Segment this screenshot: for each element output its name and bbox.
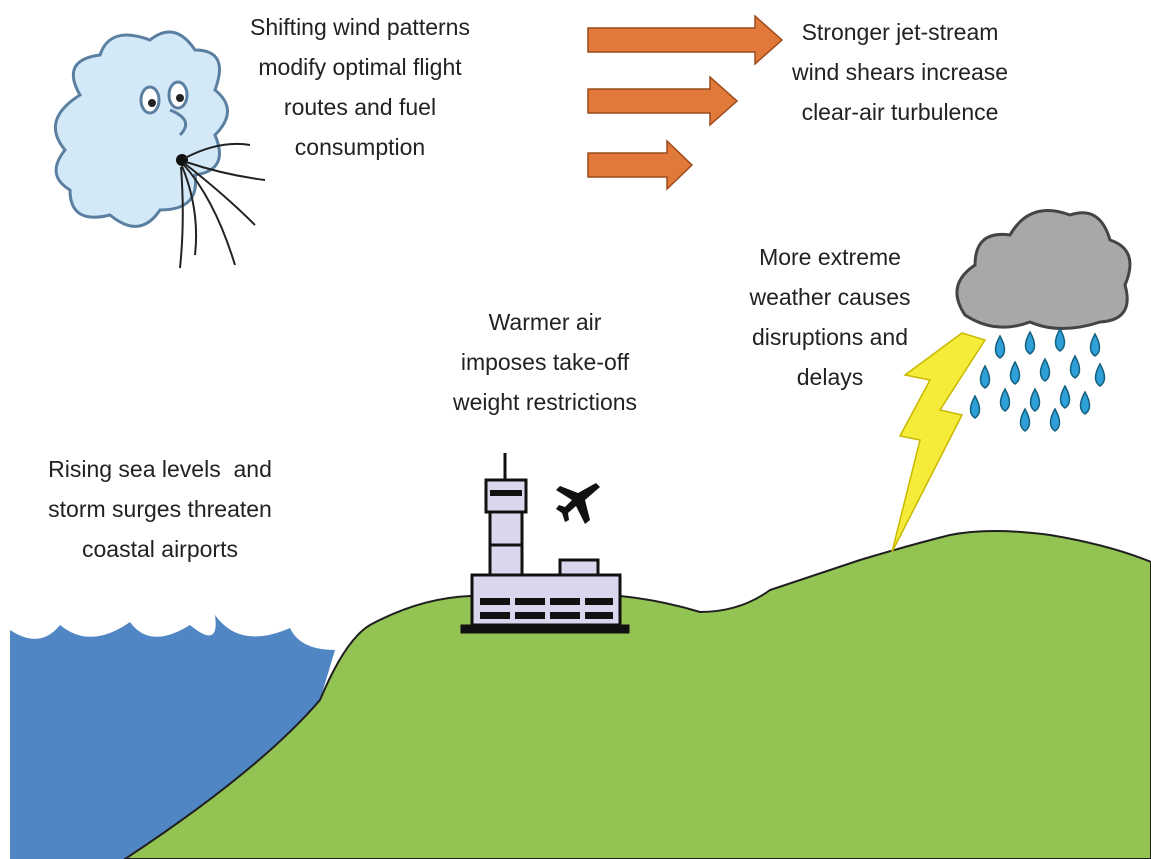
caption-line: Warmer air — [489, 309, 602, 335]
raindrop — [1031, 389, 1040, 411]
airport — [462, 453, 628, 632]
caption-line: weight restrictions — [452, 389, 637, 415]
raindrop — [971, 396, 980, 418]
caption-line: coastal airports — [82, 536, 238, 562]
raindrop — [981, 366, 990, 388]
caption-line: weather causes — [748, 284, 910, 310]
raindrop — [1001, 389, 1010, 411]
caption-line: modify optimal flight — [258, 54, 462, 80]
raindrop — [1091, 334, 1100, 356]
raindrop — [1051, 409, 1060, 431]
caption-line: routes and fuel — [284, 94, 436, 120]
raindrop — [1081, 392, 1090, 414]
raindrop — [1096, 364, 1105, 386]
wind-cloud — [55, 32, 265, 268]
raindrop — [1026, 332, 1035, 354]
caption-line: Shifting wind patterns — [250, 14, 470, 40]
raindrop — [1021, 409, 1030, 431]
caption-line: Stronger jet-stream — [802, 19, 999, 45]
raindrop — [996, 336, 1005, 358]
arrows — [588, 16, 782, 189]
caption-line: disruptions and — [752, 324, 908, 350]
lightning — [892, 333, 985, 552]
caption-line: consumption — [295, 134, 425, 160]
caption-line: clear-air turbulence — [802, 99, 999, 125]
caption-line: Rising sea levels and — [48, 456, 272, 482]
storm-cloud — [892, 211, 1130, 553]
caption-line: delays — [797, 364, 863, 390]
caption-line: imposes take-off — [461, 349, 630, 375]
illustration: Shifting wind patterns modify optimal fli… — [0, 0, 1151, 859]
plane — [556, 483, 600, 524]
caption-line: wind shears increase — [791, 59, 1008, 85]
raindrop — [1061, 386, 1070, 408]
raindrop — [1011, 362, 1020, 384]
raindrop — [1041, 359, 1050, 381]
raindrop — [1071, 356, 1080, 378]
caption-line: More extreme — [759, 244, 901, 270]
raindrop — [1056, 329, 1065, 351]
caption-line: storm surges threaten — [48, 496, 272, 522]
